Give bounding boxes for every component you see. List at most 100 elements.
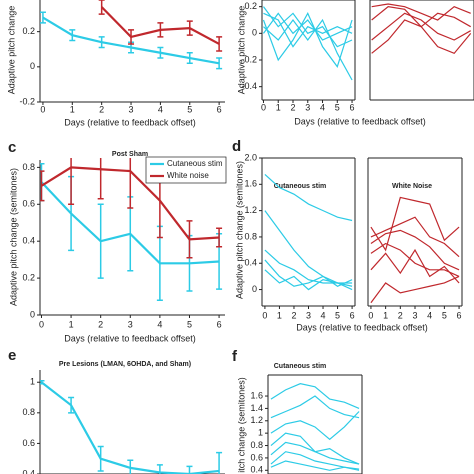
y-tick-label: -0.4 bbox=[241, 81, 257, 91]
y-tick-label: 0.6 bbox=[22, 438, 35, 448]
x-tick-label: 5 bbox=[442, 310, 447, 320]
y-tick-label: 0.6 bbox=[22, 199, 35, 209]
x-tick-label: 1 bbox=[383, 310, 388, 320]
y-tick-label: 0 bbox=[30, 309, 35, 319]
x-tick-label: 0 bbox=[39, 319, 44, 329]
y-tick-label: 0.8 bbox=[22, 407, 35, 417]
y-tick-label: 0.2 bbox=[244, 1, 257, 11]
error-bar bbox=[186, 220, 193, 259]
plot-area bbox=[264, 173, 353, 291]
data-line bbox=[371, 19, 472, 55]
x-axis-label: Days (relative to feedback offset) bbox=[64, 117, 195, 127]
x-tick-label: 3 bbox=[128, 319, 133, 329]
error-bar bbox=[186, 20, 193, 36]
panel-letter: f bbox=[232, 348, 238, 365]
x-tick-label: 5 bbox=[187, 319, 192, 329]
x-tick-label: 0 bbox=[368, 310, 373, 320]
error-bar bbox=[97, 158, 104, 200]
y-tick-label: 0 bbox=[30, 61, 35, 71]
error-bar bbox=[40, 11, 46, 24]
panel: 0 0.2 0.4 0.6 0.8 0 1 2 3 4 5 6 Days (relative to fe… bbox=[8, 139, 227, 343]
error-bar bbox=[68, 158, 75, 206]
error-bar bbox=[98, 36, 105, 49]
panel-letter: d bbox=[232, 138, 241, 155]
y-tick-label: 1.4 bbox=[250, 403, 263, 413]
x-tick-label: 0 bbox=[40, 104, 45, 114]
data-line bbox=[263, 18, 353, 81]
error-bar bbox=[68, 396, 75, 414]
data-line bbox=[370, 248, 460, 284]
x-tick-label: 6 bbox=[350, 310, 355, 320]
x-axis-label: Days (relative to feedback offset) bbox=[296, 322, 427, 332]
error-bar bbox=[128, 29, 135, 45]
error-bar bbox=[97, 445, 104, 472]
y-tick-label: 0.2 bbox=[22, 26, 35, 36]
panel-letter: c bbox=[8, 139, 16, 156]
data-line bbox=[264, 259, 353, 287]
y-tick-label: 0.4 bbox=[22, 468, 35, 474]
x-axis-label: Days (relative to feedback offset) bbox=[64, 333, 195, 343]
plot-area bbox=[370, 196, 460, 304]
error-bar bbox=[97, 203, 104, 279]
y-tick-label: 0.4 bbox=[244, 258, 257, 268]
plot-area bbox=[262, 6, 353, 81]
error-bar bbox=[40, 379, 45, 385]
plot-area bbox=[270, 383, 360, 471]
error-bar bbox=[216, 227, 223, 248]
data-line bbox=[370, 196, 460, 252]
plot-area bbox=[40, 0, 223, 70]
x-tick-label: 6 bbox=[350, 102, 355, 112]
legend-label: White noise bbox=[167, 171, 209, 180]
x-tick-label: 2 bbox=[290, 102, 295, 112]
legend-box bbox=[145, 156, 227, 184]
panel: 0 1 2 3 4 5 6 White Noise bbox=[367, 157, 463, 320]
panel: 0.4 0.6 0.8 1 e Pre Lesions (LMAN, 6OHDA, and… bbox=[8, 347, 225, 474]
y-axis-label: Adaptive pitch change (semitones) bbox=[8, 168, 18, 306]
error-bar bbox=[216, 451, 223, 474]
data-line bbox=[270, 395, 360, 419]
plot-area bbox=[40, 379, 223, 474]
x-tick-label: 2 bbox=[99, 104, 104, 114]
x-tick-label: 3 bbox=[412, 310, 417, 320]
y-tick-label: 1 bbox=[30, 377, 35, 387]
data-line bbox=[262, 12, 353, 41]
data-line bbox=[270, 432, 360, 465]
error-bar bbox=[69, 29, 76, 42]
x-tick-label: 1 bbox=[276, 102, 281, 112]
x-tick-label: 0 bbox=[262, 310, 267, 320]
legend-label: Cutaneous stim bbox=[167, 159, 223, 168]
x-tick-label: 4 bbox=[157, 319, 162, 329]
panel: -0.2 0 0.2 0 1 2 3 4 5 6 Days (relative to feedbac… bbox=[6, 0, 225, 127]
y-tick-label: 1.6 bbox=[244, 179, 257, 189]
y-tick-label: 2.0 bbox=[244, 152, 257, 162]
panel-title: Cutaneous stim bbox=[274, 183, 327, 190]
x-tick-label: 2 bbox=[291, 310, 296, 320]
data-line bbox=[370, 229, 460, 271]
x-tick-label: 2 bbox=[98, 319, 103, 329]
y-tick-label: -0.2 bbox=[241, 54, 257, 64]
error-bar bbox=[186, 465, 193, 474]
x-tick-label: 4 bbox=[320, 102, 325, 112]
error-bar bbox=[186, 52, 193, 65]
x-tick-label: 2 bbox=[398, 310, 403, 320]
x-tick-label: 0 bbox=[261, 102, 266, 112]
x-tick-label: 4 bbox=[427, 310, 432, 320]
x-tick-label: 3 bbox=[306, 310, 311, 320]
y-tick-label: 0.4 bbox=[22, 236, 35, 246]
panel-letter: e bbox=[8, 347, 16, 364]
data-line bbox=[264, 173, 353, 222]
error-bar bbox=[157, 22, 164, 38]
y-axis-label: itch change (semitones) bbox=[236, 377, 246, 473]
y-tick-label: 0 bbox=[252, 284, 257, 294]
x-tick-label: 1 bbox=[70, 104, 75, 114]
data-line bbox=[370, 242, 460, 277]
data-line bbox=[371, 3, 471, 21]
data-line bbox=[371, 12, 471, 41]
error-bar bbox=[216, 57, 223, 70]
panel-title: Post Sham bbox=[112, 151, 148, 158]
panel-title: Pre Lesions (LMAN, 6OHDA, and Sham) bbox=[59, 361, 191, 368]
x-tick-label: 4 bbox=[321, 310, 326, 320]
data-line bbox=[370, 216, 460, 258]
x-tick-label: 1 bbox=[69, 319, 74, 329]
data-line bbox=[270, 383, 360, 409]
